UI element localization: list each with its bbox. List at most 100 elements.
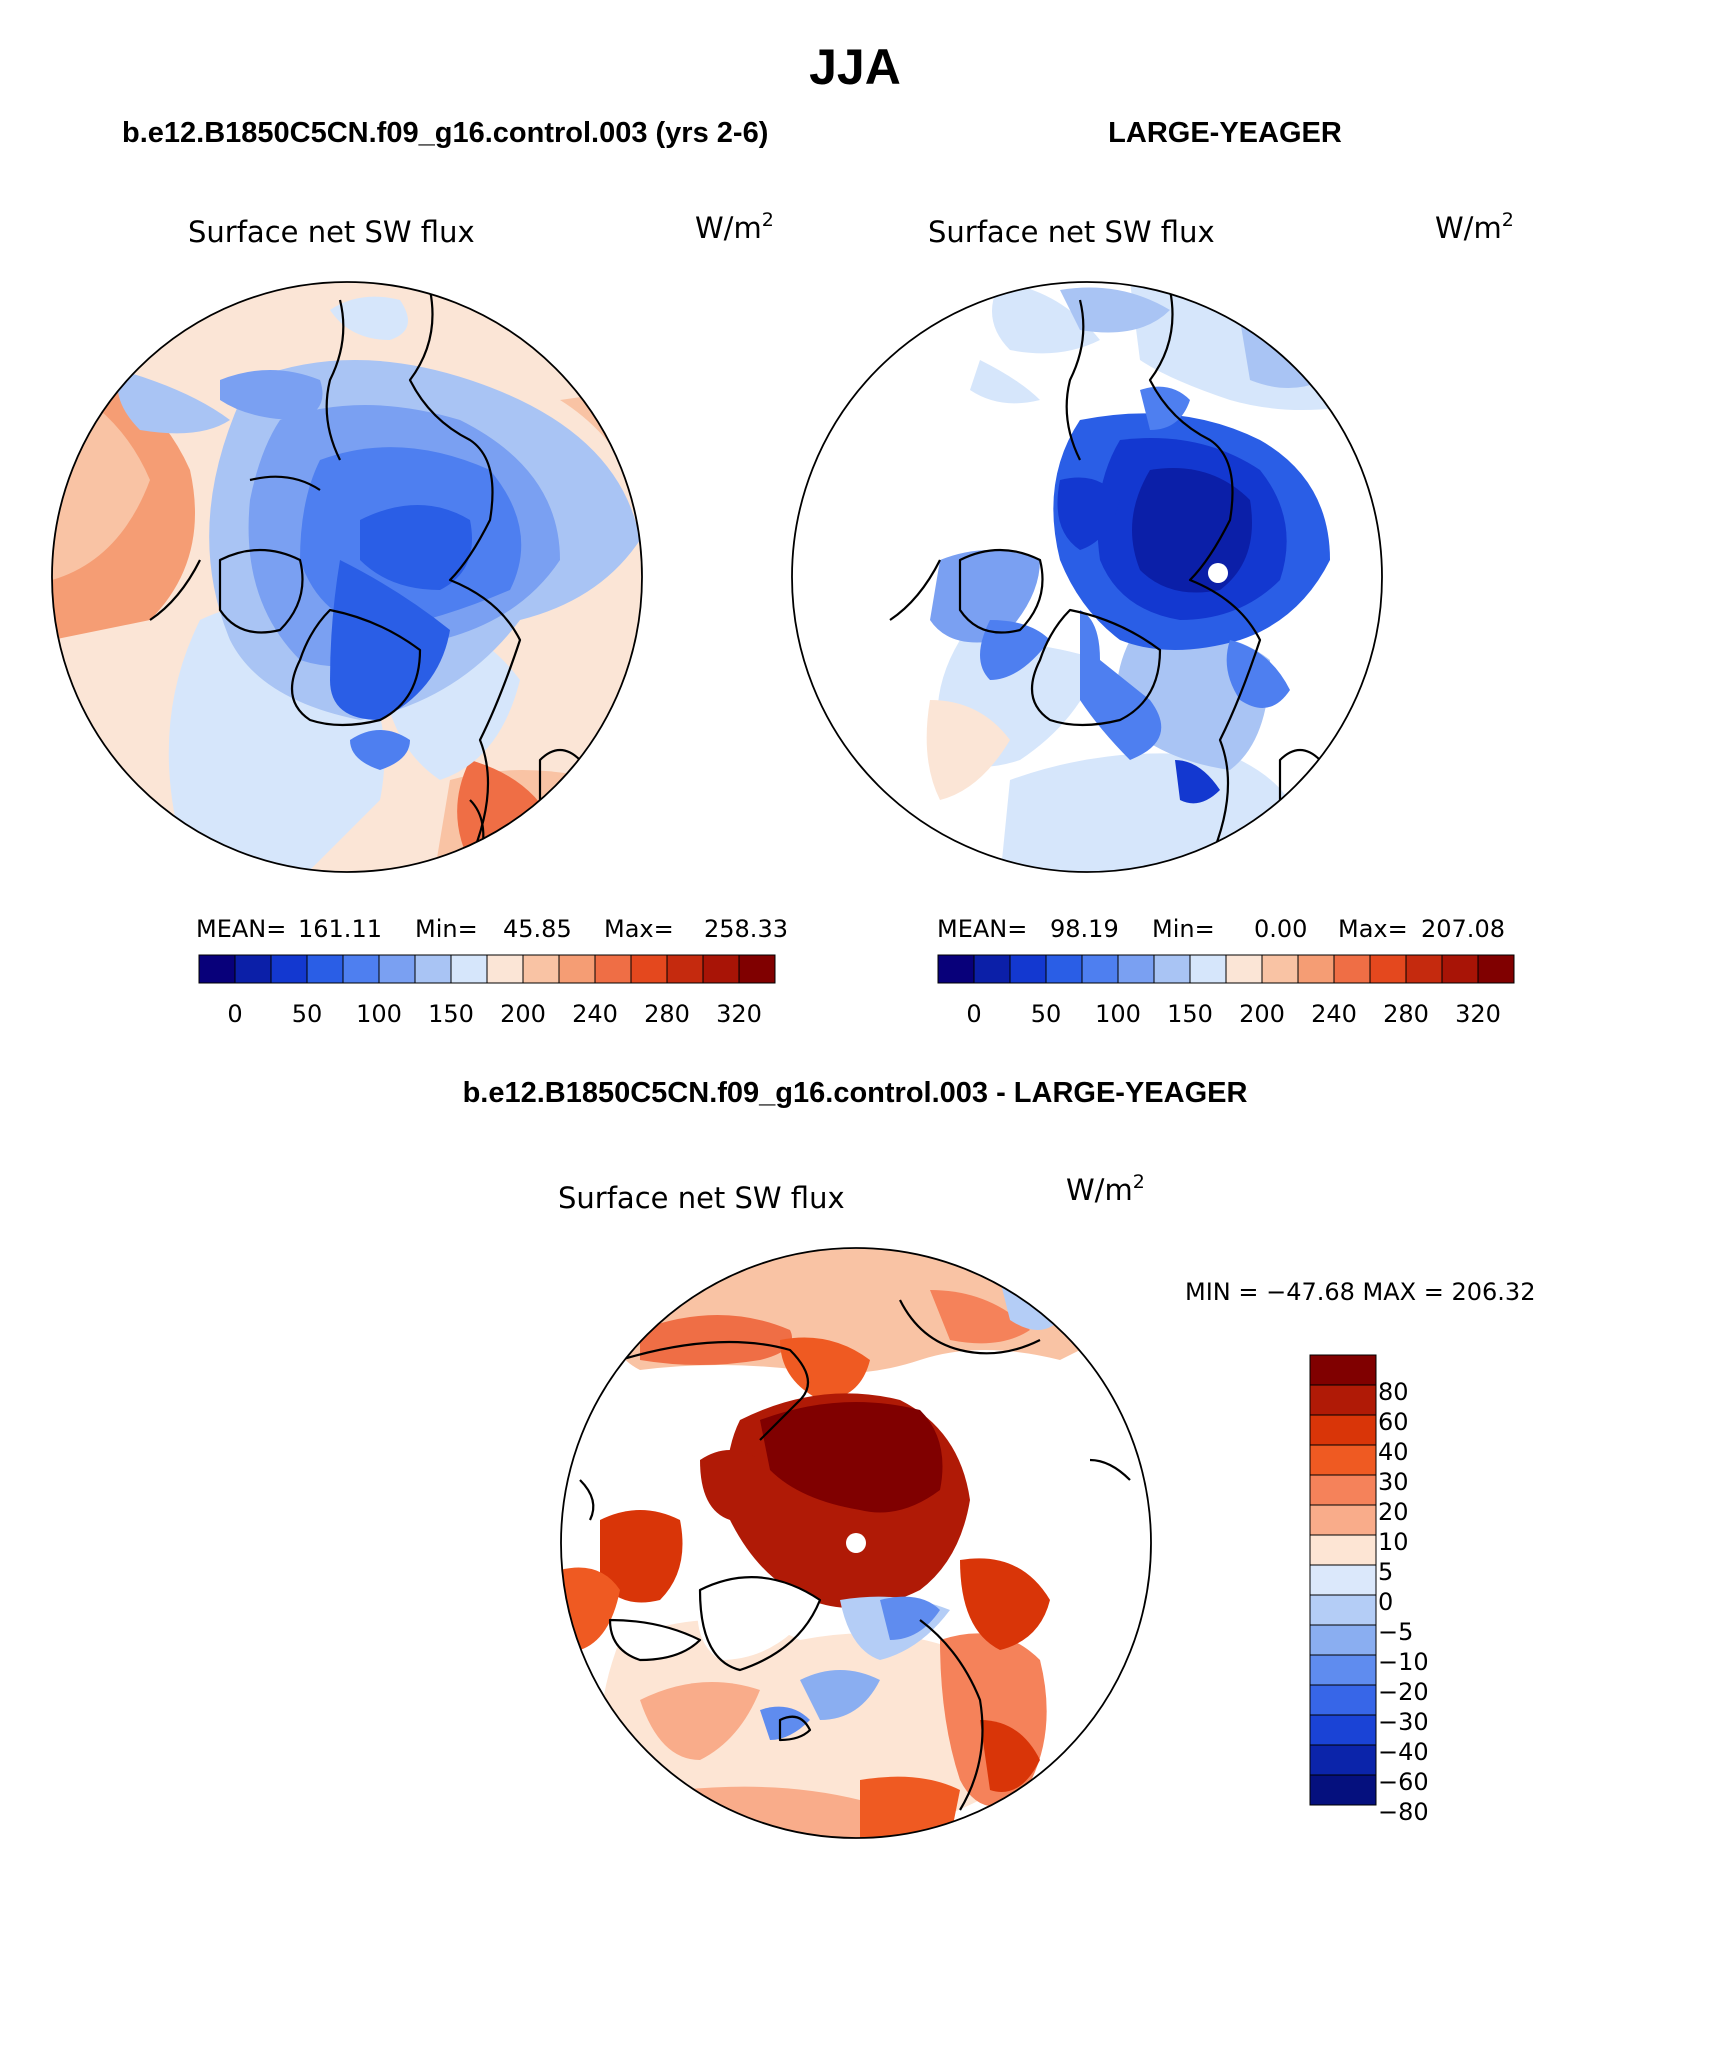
colorbar-swatch bbox=[1261, 954, 1299, 984]
colorbar-swatch bbox=[937, 954, 975, 984]
colorbar-label: 50 bbox=[1031, 1000, 1062, 1028]
colorbar-swatch bbox=[1309, 1774, 1377, 1806]
map-boundary bbox=[791, 281, 1383, 873]
panel-title: b.e12.B1850C5CN.f09_g16.control.003 (yrs… bbox=[122, 117, 768, 149]
colorbar-label: 0 bbox=[1378, 1588, 1393, 1616]
colorbar-swatch bbox=[666, 954, 704, 984]
colorbar-label: 200 bbox=[500, 1000, 546, 1028]
colorbar-swatch bbox=[738, 954, 776, 984]
vertical-colorbar bbox=[1309, 1354, 1377, 1806]
colorbar-swatch bbox=[198, 954, 236, 984]
map-boundary bbox=[51, 281, 643, 873]
min-max-label: MIN = −47.68 MAX = 206.32 bbox=[1185, 1278, 1535, 1306]
colorbar-swatch bbox=[414, 954, 452, 984]
colorbar-swatch bbox=[450, 954, 488, 984]
coastlines bbox=[579, 1299, 1131, 1811]
colorbar-label: 200 bbox=[1239, 1000, 1285, 1028]
map-boundary bbox=[560, 1247, 1152, 1839]
colorbar-swatch bbox=[558, 954, 596, 984]
colorbar-label: 60 bbox=[1378, 1408, 1409, 1436]
colorbar-swatch bbox=[1309, 1444, 1377, 1476]
stats-line: MEAN= 98.19 Min= 0.00 Max= 207.08 bbox=[937, 915, 1505, 943]
colorbar-swatch bbox=[234, 954, 272, 984]
colorbar-label: 240 bbox=[572, 1000, 618, 1028]
colorbar-label: −10 bbox=[1378, 1648, 1429, 1676]
colorbar-swatch bbox=[1309, 1594, 1377, 1626]
colorbar-label: 320 bbox=[716, 1000, 762, 1028]
colorbar-swatch bbox=[1009, 954, 1047, 984]
colorbar-label: −80 bbox=[1378, 1798, 1429, 1826]
stats-line: MEAN= 161.11 Min= 45.85 Max= 258.33 bbox=[196, 915, 788, 943]
colorbar-label: 50 bbox=[292, 1000, 323, 1028]
colorbar-label: −20 bbox=[1378, 1678, 1429, 1706]
colorbar-label: 10 bbox=[1378, 1528, 1409, 1556]
colorbar-label: 30 bbox=[1378, 1468, 1409, 1496]
colorbar-swatch bbox=[594, 954, 632, 984]
panel-difference: b.e12.B1850C5CN.f09_g16.control.003 - LA… bbox=[463, 1077, 1535, 1839]
colorbar-swatch bbox=[630, 954, 668, 984]
colorbar-swatch bbox=[1153, 954, 1191, 984]
colorbar-label: 150 bbox=[1167, 1000, 1213, 1028]
colorbar-swatch bbox=[1333, 954, 1371, 984]
colorbar-swatch bbox=[1309, 1684, 1377, 1716]
colorbar-swatch bbox=[1309, 1624, 1377, 1656]
colorbar-label: 280 bbox=[1383, 1000, 1429, 1028]
colorbar-label: 0 bbox=[966, 1000, 981, 1028]
colorbar-label: 20 bbox=[1378, 1498, 1409, 1526]
colorbar-swatch bbox=[1477, 954, 1515, 984]
colorbar-label: 40 bbox=[1378, 1438, 1409, 1466]
colorbar-label: 100 bbox=[1095, 1000, 1141, 1028]
colorbar-swatch bbox=[1309, 1534, 1377, 1566]
colorbar-swatch bbox=[1117, 954, 1155, 984]
colorbar-swatch bbox=[1405, 954, 1443, 984]
colorbar-label: −60 bbox=[1378, 1768, 1429, 1796]
colorbar-swatch bbox=[522, 954, 560, 984]
colorbar bbox=[937, 954, 1515, 984]
variable-label: Surface net SW flux bbox=[928, 215, 1215, 249]
colorbar-label: 280 bbox=[644, 1000, 690, 1028]
colorbar-swatch bbox=[1309, 1504, 1377, 1536]
variable-label: Surface net SW flux bbox=[188, 215, 475, 249]
units-label: W/m2 bbox=[1066, 1171, 1145, 1207]
colorbar-swatch bbox=[1081, 954, 1119, 984]
colorbar-swatch bbox=[702, 954, 740, 984]
panel-title: LARGE-YEAGER bbox=[1108, 117, 1342, 149]
colorbar bbox=[198, 954, 776, 984]
units-label: W/m2 bbox=[1435, 209, 1514, 245]
colorbar-label: 0 bbox=[227, 1000, 242, 1028]
colorbar-swatch bbox=[1309, 1714, 1377, 1746]
colorbar-label: 240 bbox=[1311, 1000, 1357, 1028]
colorbar-swatch bbox=[1441, 954, 1479, 984]
polar-map bbox=[52, 282, 642, 872]
colorbar-label: 320 bbox=[1455, 1000, 1501, 1028]
colorbar-swatch bbox=[1309, 1414, 1377, 1446]
colorbar-label: −40 bbox=[1378, 1738, 1429, 1766]
colorbar-tick-labels: 0 50 100 150 200 240 280 320 bbox=[966, 1000, 1501, 1028]
colorbar-label: 150 bbox=[428, 1000, 474, 1028]
colorbar-swatch bbox=[1189, 954, 1227, 984]
variable-label: Surface net SW flux bbox=[558, 1181, 845, 1215]
colorbar-swatch bbox=[973, 954, 1011, 984]
colorbar-swatch bbox=[1309, 1474, 1377, 1506]
colorbar-swatch bbox=[1309, 1384, 1377, 1416]
colorbar-label: 100 bbox=[356, 1000, 402, 1028]
colorbar-swatch bbox=[378, 954, 416, 984]
colorbar-label: −5 bbox=[1378, 1618, 1413, 1646]
colorbar-swatch bbox=[306, 954, 344, 984]
panel-title: b.e12.B1850C5CN.f09_g16.control.003 - LA… bbox=[463, 1077, 1248, 1109]
colorbar-tick-labels: 0 50 100 150 200 240 280 320 bbox=[227, 1000, 762, 1028]
colorbar-swatch bbox=[1225, 954, 1263, 984]
figure-title: JJA bbox=[809, 39, 901, 95]
colorbar-swatch bbox=[1309, 1744, 1377, 1776]
colorbar-label: 80 bbox=[1378, 1378, 1409, 1406]
panel-control: b.e12.B1850C5CN.f09_g16.control.003 (yrs… bbox=[51, 117, 788, 1028]
polar-map bbox=[792, 282, 1382, 872]
colorbar-swatch bbox=[1045, 954, 1083, 984]
colorbar-swatch bbox=[1309, 1354, 1377, 1386]
units-label: W/m2 bbox=[695, 209, 774, 245]
colorbar-label: 5 bbox=[1378, 1558, 1393, 1586]
pole-marker bbox=[846, 1533, 866, 1553]
panel-large-yeager: LARGE-YEAGER Surface net SW flux W/m2 bbox=[791, 117, 1515, 1028]
vertical-colorbar-labels: 80 60 40 30 20 10 5 0 −5 −10 −20 −30 −40… bbox=[1378, 1378, 1429, 1826]
colorbar-swatch bbox=[1309, 1654, 1377, 1686]
